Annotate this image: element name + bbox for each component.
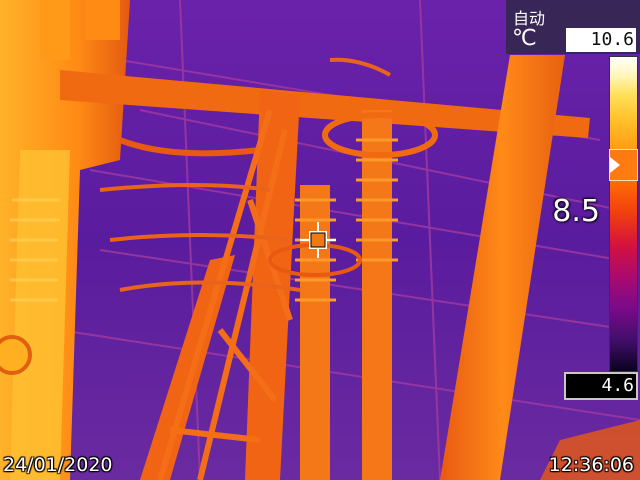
capture-time: 12:36:06 (548, 454, 634, 476)
spot-meter-crosshair-icon (300, 222, 336, 258)
unit-label: ℃ (512, 26, 537, 51)
palette-level-arrow-icon (610, 157, 620, 173)
level-temperature: 8.5 (552, 194, 600, 229)
temperature-scale-bar (609, 56, 638, 372)
mode-label: 自动 (513, 9, 546, 28)
min-temperature: 4.6 (564, 372, 638, 400)
capture-date: 24/01/2020 (3, 454, 113, 476)
max-temperature: 10.6 (566, 28, 636, 52)
